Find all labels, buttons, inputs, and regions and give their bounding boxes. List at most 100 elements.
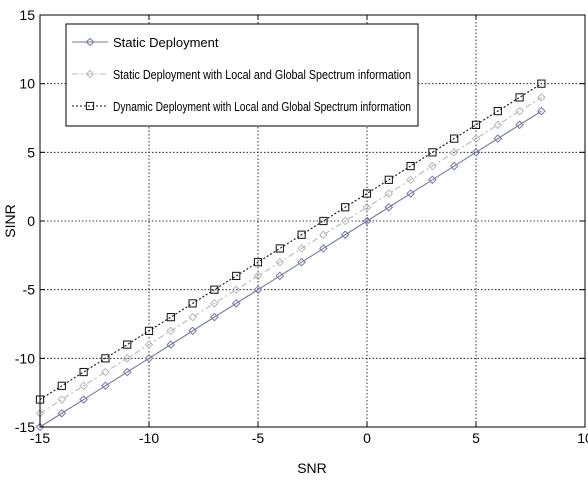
data-point xyxy=(406,189,415,198)
legend-box xyxy=(65,23,419,127)
y-tick-label: -10 xyxy=(15,350,35,366)
data-point xyxy=(57,395,67,404)
legend: Static Deployment Static Deployment with … xyxy=(65,23,419,127)
series-layer xyxy=(35,79,546,432)
data-point xyxy=(144,326,154,335)
data-point xyxy=(166,313,175,322)
data-point xyxy=(297,230,306,239)
data-point xyxy=(144,354,154,363)
y-tick-label: 15 xyxy=(19,7,35,23)
y-tick-label: 10 xyxy=(19,76,35,92)
data-point xyxy=(537,106,546,116)
series-3 xyxy=(35,79,546,404)
data-point xyxy=(79,381,88,391)
data-point xyxy=(493,107,502,116)
legend-label: Dynamic Deployment with Local and Global… xyxy=(113,99,411,114)
data-point xyxy=(57,408,67,418)
data-point xyxy=(384,175,393,184)
data-point xyxy=(428,161,437,171)
data-point xyxy=(384,189,394,198)
y-tick-label: -15 xyxy=(15,419,35,435)
legend-label: Static Deployment with Local and Global … xyxy=(113,67,411,82)
legend-label: Static Deployment xyxy=(113,35,219,50)
y-axis-label: SINR xyxy=(2,204,18,237)
data-point xyxy=(101,367,110,377)
data-point xyxy=(515,106,524,116)
data-point xyxy=(297,244,306,253)
series-line xyxy=(39,110,542,428)
data-point xyxy=(428,148,437,157)
data-point xyxy=(450,134,459,143)
data-point xyxy=(188,299,197,308)
data-point xyxy=(85,101,95,111)
data-point xyxy=(57,381,66,390)
data-point xyxy=(515,93,524,102)
data-point xyxy=(79,367,88,377)
data-point xyxy=(297,257,306,267)
data-point xyxy=(319,230,328,240)
data-point xyxy=(384,202,394,212)
data-point xyxy=(362,189,372,198)
data-point xyxy=(144,340,154,349)
data-point xyxy=(537,93,546,102)
data-point xyxy=(406,175,415,185)
data-point xyxy=(210,299,219,308)
x-tick-label: 5 xyxy=(472,430,480,446)
series-1 xyxy=(35,106,546,432)
data-point xyxy=(471,148,481,157)
x-tick-label: -15 xyxy=(30,430,50,446)
data-point xyxy=(101,381,110,391)
data-point xyxy=(253,285,263,294)
y-tick-label: -5 xyxy=(23,282,36,298)
data-point xyxy=(79,395,88,404)
data-point xyxy=(406,161,415,171)
y-tick-label: 5 xyxy=(27,144,35,160)
data-point xyxy=(275,244,284,253)
data-point xyxy=(122,367,132,377)
data-point xyxy=(362,202,372,212)
data-point xyxy=(275,257,285,267)
data-point xyxy=(232,271,241,281)
data-point xyxy=(471,134,481,143)
data-point xyxy=(362,216,372,226)
data-point xyxy=(122,354,132,363)
data-point xyxy=(166,340,176,349)
data-point xyxy=(341,203,350,212)
x-tick-label: -5 xyxy=(252,430,265,446)
data-point xyxy=(493,134,503,143)
data-point xyxy=(340,230,350,240)
series-line xyxy=(39,96,542,414)
data-point xyxy=(493,120,503,130)
x-tick-label: 10 xyxy=(577,430,588,446)
data-point xyxy=(210,285,219,294)
data-point xyxy=(319,216,328,226)
x-tick-label: -10 xyxy=(139,430,159,446)
data-point xyxy=(101,354,110,363)
data-point xyxy=(253,271,263,281)
data-point xyxy=(449,161,459,171)
data-point xyxy=(537,79,546,88)
x-tick-label: 0 xyxy=(363,430,371,446)
y-tick-label: 0 xyxy=(27,213,35,229)
data-point xyxy=(340,216,350,226)
data-point xyxy=(275,271,285,281)
data-point xyxy=(449,148,459,157)
data-point xyxy=(231,299,241,308)
data-point xyxy=(85,69,95,79)
data-point xyxy=(231,285,241,294)
data-point xyxy=(428,175,437,185)
axis-ticks: -15 -10 -5 0 5 10 15 -15 -10 -5 0 5 10 xyxy=(15,7,588,446)
data-point xyxy=(188,326,197,336)
data-point xyxy=(253,258,263,267)
data-point xyxy=(123,340,132,349)
data-point xyxy=(85,37,95,47)
data-point xyxy=(319,244,328,253)
data-point xyxy=(515,120,524,130)
data-point xyxy=(188,312,197,322)
series-2 xyxy=(35,93,546,418)
data-point xyxy=(166,326,176,336)
data-point xyxy=(471,120,481,129)
data-point xyxy=(35,422,45,432)
